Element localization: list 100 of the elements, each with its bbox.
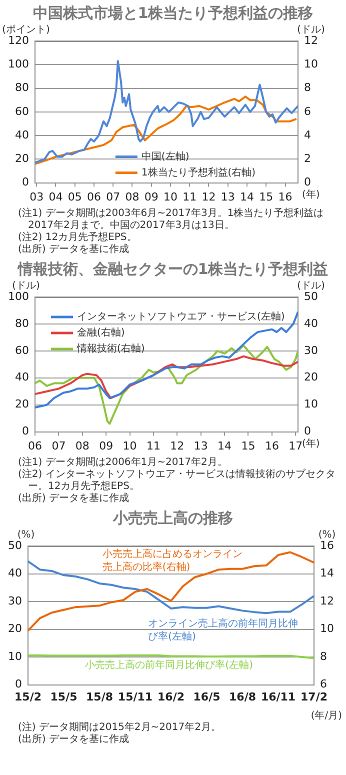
x-tick-label: 05 [68,190,82,204]
y-tick-label: 120 [8,34,29,47]
x-tick-label: 16/8 [229,690,256,704]
y2-axis-title: (ドル) [297,280,325,292]
y2-axis-title: (ドル) [297,24,325,36]
text: (注2) インターネットソフトウエア・サービスは情報技術のサブセクター。12カ月先予想EPS。 [17,469,336,492]
x-tick-label: 15/11 [118,690,153,704]
x-tick-label: 08 [75,439,90,452]
x-tick-label: 06 [28,439,42,452]
legend-label: 情報技術(右軸) [76,342,145,355]
chart-title: 情報技術、金融セクターの1株当たり予想利益 [16,260,330,279]
y2-tick-label: 14 [320,566,334,580]
x-tick-label: 11 [146,439,160,452]
x-tick-label: 06 [86,190,101,204]
y-tick-label: 40 [14,128,29,142]
x-tick-label: 13 [194,439,208,452]
x-tick-label: 04 [48,190,63,204]
x-axis-title: (年) [302,188,320,200]
x-tick-label: 15 [241,439,256,452]
y-tick-label: 0 [22,424,29,438]
y-tick-label: 10 [8,650,22,663]
x-tick-label: 16/5 [193,690,220,704]
y-axis-title: (%) [17,530,35,541]
text: (注2) 12カ月先予想EPS。 [17,232,138,244]
y2-tick-label: 16 [320,538,334,552]
text: (注1) データ期間は2003年6月~2017年3月。1株当たり予想利益は2017年2月まで。中国の2017年3月は13日。 [17,208,325,232]
series-label: 小売売上高に占めるオンライン売上高の比率(右軸) [102,548,242,573]
y2-tick-label: 0 [304,424,312,438]
legend-label: 1株当たり予想利益(右軸) [141,166,256,178]
y-tick-label: 80 [14,316,29,330]
x-tick-label: 09 [99,439,114,452]
x-tick-label: 15 [259,190,274,204]
x-tick-label: 16/2 [158,690,184,704]
x-axis-title: (年/月) [310,710,342,722]
y2-tick-label: 8 [320,650,328,663]
y2-tick-label: 0 [304,176,312,189]
y2-tick-label: 10 [304,398,318,411]
x-tick-label: 12 [202,190,216,204]
x-tick-label: 14 [240,190,254,204]
y2-tick-label: 10 [304,57,318,70]
y2-tick-label: 30 [304,344,318,357]
x-tick-label: 10 [122,439,137,452]
x-tick-label: 14 [218,439,232,452]
text: (出所) データを基に作成 [17,244,130,256]
x-tick-label: 12 [170,439,184,452]
y-tick-label: 80 [14,81,29,94]
text: (出所) データを基に作成 [17,493,130,505]
x-tick-label: 15/8 [86,690,113,704]
y-tick-label: 100 [8,290,29,303]
x-tick-label: 10 [163,190,178,204]
y-tick-label: 20 [14,152,29,166]
y2-tick-label: 50 [304,290,318,303]
legend-label: インターネットソフトウエア・サービス(左軸) [76,310,285,323]
x-tick-label: 16 [278,190,292,204]
x-tick-label: 08 [125,190,140,204]
y2-tick-label: 12 [320,594,334,608]
y2-tick-label: 6 [320,678,328,691]
y-tick-label: 20 [8,622,22,636]
y2-tick-label: 2 [304,152,312,166]
y2-axis-title: (%) [318,530,336,541]
x-tick-label: 16/11 [260,690,296,704]
y-tick-label: 40 [14,370,29,384]
y-tick-label: 30 [8,594,22,608]
y2-tick-label: 6 [304,104,312,118]
y2-tick-label: 20 [304,370,318,384]
x-tick-label: 07 [52,439,66,452]
y-tick-label: 0 [22,176,29,189]
y2-tick-label: 8 [304,81,312,94]
y-tick-label: 60 [14,344,29,357]
y2-tick-label: 40 [304,316,318,330]
x-axis-title: (年) [302,437,320,450]
y2-tick-label: 10 [320,622,334,636]
x-tick-label: 11 [182,190,197,204]
y-tick-label: 100 [8,57,29,70]
legend-label: 金融(右軸) [76,326,125,339]
x-tick-label: 17 [288,439,303,452]
text: (注) データ期間は2015年2月~2017年2月。 [17,722,222,734]
y-tick-label: 50 [8,538,22,552]
y-tick-label: 20 [14,398,29,411]
y-tick-label: 0 [14,678,22,691]
text: (出所) データを基に作成 [17,734,130,746]
x-tick-label: 15/2 [14,690,42,704]
x-tick-label: 13 [220,190,235,204]
x-tick-label: 03 [30,190,44,204]
series-label: オンライン売上高の前年同月比伸び率(左軸) [148,617,298,642]
x-tick-label: 09 [144,190,158,204]
y-axis-title: (ポイント) [2,24,50,36]
text: (注1) データ期間は2006年1月~2017年2月。 [17,457,228,468]
legend-label: 中国(左軸) [141,150,190,162]
x-tick-label: 07 [106,190,120,204]
chart-title: 中国株式市場と1株当たり予想利益の推移 [32,4,314,23]
y-tick-label: 60 [14,104,29,118]
chart-title: 小売売上高の推移 [112,509,234,528]
x-tick-label: 17/2 [300,690,328,704]
y-axis-title: (ドル) [12,280,40,292]
y2-tick-label: 12 [304,34,318,47]
x-tick-label: 16 [264,439,279,452]
y2-tick-label: 4 [304,128,312,142]
y-tick-label: 40 [8,566,22,580]
x-tick-label: 15/5 [50,690,78,704]
